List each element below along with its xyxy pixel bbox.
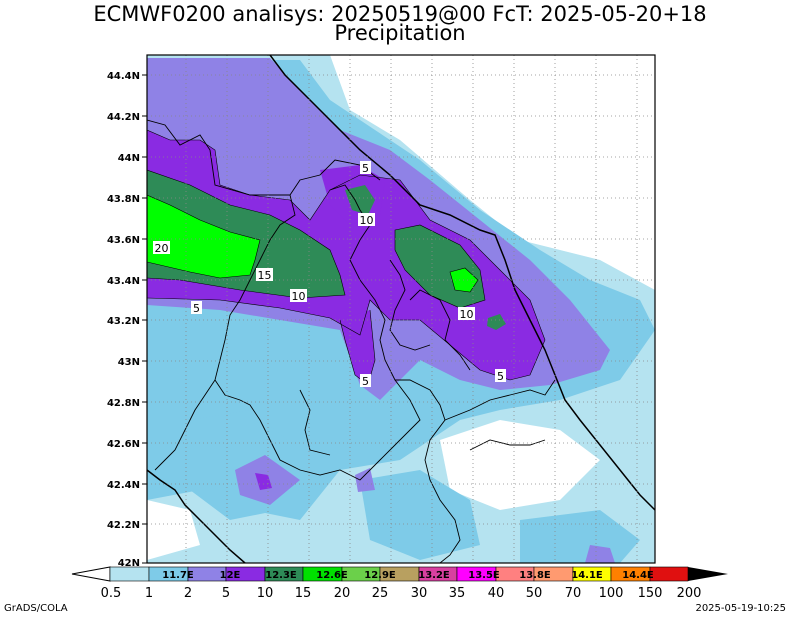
lat-label: 43N [118, 357, 140, 368]
contour-label: 20 [155, 242, 169, 255]
colorbar-sublabel: 12E [220, 570, 241, 581]
colorbar-label: 35 [449, 586, 466, 601]
map-title-line1: ECMWF0200 analisys: 20250519@00 FcT: 202… [93, 2, 707, 26]
colorbar-label: 200 [677, 586, 702, 601]
precipitation-fields [147, 55, 655, 563]
colorbar-label: 5 [222, 586, 230, 601]
colorbar-sublabel: 14.4E [622, 570, 654, 581]
colorbar-swatch [109, 566, 150, 582]
lat-label: 44N [118, 153, 140, 164]
lat-label: 42N [118, 558, 140, 569]
colorbar-swatch [649, 566, 689, 582]
regional-borders [147, 119, 556, 563]
contour-label: 10 [460, 308, 474, 321]
colorbar-label: 150 [638, 586, 663, 601]
contour-label: 5 [193, 302, 200, 315]
lat-label: 42.4N [107, 480, 140, 491]
lat-label: 42.8N [107, 398, 140, 409]
map-title-line2: Precipitation [334, 21, 466, 45]
lat-label: 43.8N [107, 194, 140, 205]
contour-label: 10 [292, 290, 306, 303]
contour-label: 5 [362, 375, 369, 388]
colorbar: 11.7E 12E 12.3E 12.6E 12.9E 13.2E 13.5E … [71, 566, 728, 601]
lat-lon-grid [147, 55, 655, 563]
coastline [147, 469, 246, 563]
colorbar-high-arrow [688, 567, 728, 581]
dry-area [147, 500, 200, 560]
contour-label: 5 [497, 370, 504, 383]
lat-label: 44.4N [107, 71, 140, 82]
coastline [269, 55, 655, 511]
colorbar-label: 0.5 [101, 586, 122, 601]
colorbar-sublabel: 13.2E [418, 570, 450, 581]
lat-label: 42.2N [107, 520, 140, 531]
colorbar-label: 1 [145, 586, 153, 601]
colorbar-sublabel: 14.1E [571, 570, 603, 581]
dry-area [440, 60, 655, 250]
contour-label: 15 [258, 269, 272, 282]
contour-label: 5 [362, 162, 369, 175]
generation-timestamp: 2025-05-19-10:25 [695, 603, 786, 614]
colorbar-label: 25 [372, 586, 389, 601]
lat-label: 43.2N [107, 316, 140, 327]
lat-label: 42.6N [107, 439, 140, 450]
lat-axis: 44.4N 44.2N 44N 43.8N 43.6N 43.4N 43.2N … [107, 71, 147, 569]
colorbar-label: 100 [599, 586, 624, 601]
contour-lines [147, 129, 546, 386]
colorbar-label: 10 [257, 586, 274, 601]
precip-band-lavender [585, 545, 615, 563]
colorbar-sublabel: 13.8E [519, 570, 551, 581]
colorbar-sublabel: 11.7E [162, 570, 194, 581]
precip-band-purple [255, 473, 272, 490]
colorbar-sublabel: 13.5E [468, 570, 500, 581]
dry-area [440, 420, 600, 510]
precip-band-dark-green [345, 185, 375, 215]
colorbar-label: 20 [334, 586, 351, 601]
colorbar-sublabel: 12.6E [316, 570, 348, 581]
contour-labels: 5 10 20 15 10 5 10 5 5 [153, 161, 506, 388]
contour-label: 10 [360, 214, 374, 227]
colorbar-label: 30 [411, 586, 428, 601]
precip-band-bright-green [147, 195, 260, 278]
colorbar-low-arrow [71, 566, 111, 582]
colorbar-label: 70 [565, 586, 582, 601]
colorbar-sublabel: 12.9E [364, 570, 396, 581]
plot-frame [146, 54, 656, 564]
lat-label: 43.4N [107, 276, 140, 287]
colorbar-label: 40 [488, 586, 505, 601]
precip-band-purple [147, 130, 545, 380]
colorbar-label: 50 [526, 586, 543, 601]
precip-band-medium-blue [360, 470, 480, 560]
precip-band-lavender [355, 468, 375, 492]
colorbar-label: 2 [184, 586, 192, 601]
precip-band-dark-green [487, 314, 506, 330]
lat-label: 44.2N [107, 112, 140, 123]
software-credit: GrADS/COLA [4, 603, 68, 614]
lat-label: 43.6N [107, 235, 140, 246]
colorbar-label: 15 [295, 586, 312, 601]
colorbar-sublabel: 12.3E [265, 570, 297, 581]
